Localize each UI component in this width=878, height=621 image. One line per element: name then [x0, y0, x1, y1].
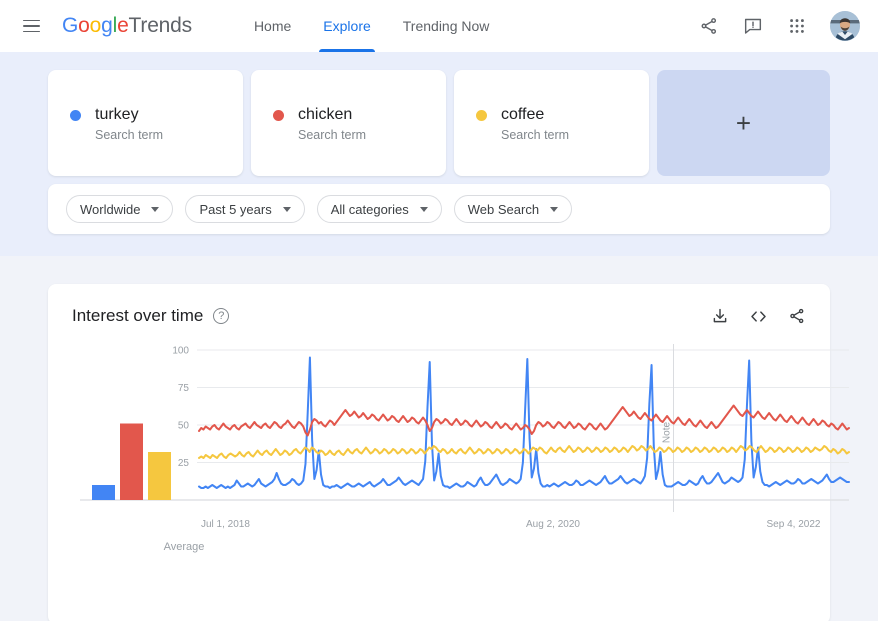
series-line-turkey[interactable]	[198, 356, 850, 489]
category-filter[interactable]: All categories	[316, 195, 442, 223]
term-header: coffee	[476, 106, 649, 124]
location-filter-label: Worldwide	[80, 201, 141, 217]
series-line-chicken[interactable]	[198, 404, 850, 437]
nav-item-home[interactable]: Home	[253, 18, 292, 34]
note-annotation-label: Note	[662, 422, 673, 444]
chart-header: Interest over time ?	[72, 306, 806, 326]
share-icon[interactable]	[788, 307, 806, 325]
share-icon[interactable]	[698, 15, 720, 37]
term-header: chicken	[273, 106, 446, 124]
hamburger-bar	[22, 30, 40, 33]
logo-letter: l	[112, 14, 118, 37]
term-name: chicken	[298, 106, 353, 123]
filter-bar: Worldwide Past 5 years All categories We…	[48, 184, 830, 234]
term-subtitle: Search term	[501, 128, 570, 142]
term-subtitle: Search term	[95, 128, 164, 142]
y-axis-tick-label: 100	[172, 346, 189, 357]
logo-letter: e	[117, 14, 129, 37]
x-axis-tick-label: Jul 1, 2018	[201, 519, 250, 530]
page-title: Interest over time	[72, 306, 204, 325]
interest-over-time-card: Interest over time ?	[48, 284, 850, 621]
time-range-filter-label: Past 5 years	[199, 201, 272, 217]
x-axis-tick-label: Aug 2, 2020	[526, 519, 580, 530]
search-type-filter-label: Web Search	[467, 201, 540, 217]
feedback-icon[interactable]	[742, 15, 764, 37]
search-terms-row: turkey Search term chicken Search term c…	[48, 70, 830, 176]
chart-actions	[711, 307, 806, 326]
nav-item-trending-now[interactable]: Trending Now	[402, 18, 490, 34]
plus-icon: +	[735, 108, 752, 138]
search-type-filter[interactable]: Web Search	[453, 195, 573, 223]
chevron-down-icon	[151, 206, 160, 212]
logo-letter: g	[101, 14, 113, 37]
search-term-card-coffee[interactable]: coffee Search term	[454, 70, 649, 176]
x-axis-tick-label: Sep 4, 2022	[767, 519, 821, 530]
search-term-card-chicken[interactable]: chicken Search term	[251, 70, 446, 176]
y-axis-tick-label: 50	[178, 421, 190, 432]
embed-code-icon[interactable]	[749, 307, 768, 326]
term-header: turkey	[70, 106, 243, 124]
logo-letter: G	[62, 14, 79, 37]
average-bar-label: Average	[163, 541, 205, 553]
series-color-dot-turkey	[70, 109, 81, 121]
term-name: turkey	[95, 106, 139, 123]
hamburger-bar	[22, 25, 40, 27]
header-actions	[698, 11, 860, 41]
series-color-dot-chicken	[273, 109, 284, 121]
query-section: turkey Search term chicken Search term c…	[0, 52, 878, 256]
series-color-dot-coffee	[476, 109, 487, 121]
add-search-term-button[interactable]: +	[657, 70, 830, 176]
y-axis-tick-label: 25	[178, 458, 190, 469]
location-filter[interactable]: Worldwide	[66, 195, 174, 223]
category-filter-label: All categories	[330, 201, 409, 217]
interest-over-time-chart[interactable]: 100 75 50 25 Jul 1, 2018 Aug 2, 2020 Sep 4, 20…	[72, 342, 862, 592]
chevron-down-icon	[282, 206, 291, 212]
average-bar-chicken[interactable]	[120, 423, 143, 501]
help-icon[interactable]: ?	[213, 308, 230, 324]
series-line-coffee[interactable]	[198, 445, 850, 459]
chevron-down-icon	[550, 206, 559, 212]
time-range-filter[interactable]: Past 5 years	[185, 195, 305, 223]
term-subtitle: Search term	[298, 128, 367, 142]
avatar[interactable]	[830, 11, 860, 41]
chart-plot-area: 100 75 50 25 Jul 1, 2018 Aug 2, 2020 Sep 4, 20…	[72, 342, 850, 592]
logo-product-name: Trends	[128, 14, 193, 37]
results-section: Interest over time ?	[0, 256, 878, 621]
download-icon[interactable]	[711, 307, 729, 325]
hamburger-bar	[22, 19, 40, 22]
logo-letter: o	[89, 14, 102, 37]
hamburger-icon[interactable]	[14, 9, 48, 43]
search-term-card-turkey[interactable]: turkey Search term	[48, 70, 243, 176]
average-bar-coffee[interactable]	[148, 452, 171, 500]
term-name: coffee	[501, 106, 545, 123]
main-nav: Home Explore Trending Now	[238, 0, 505, 52]
logo-letter: o	[78, 14, 90, 37]
y-axis-tick-label: 75	[178, 383, 190, 394]
apps-grid-icon[interactable]	[786, 15, 808, 37]
average-bar-turkey[interactable]	[92, 485, 115, 500]
chevron-down-icon	[419, 206, 428, 212]
nav-item-explore[interactable]: Explore	[307, 0, 386, 52]
